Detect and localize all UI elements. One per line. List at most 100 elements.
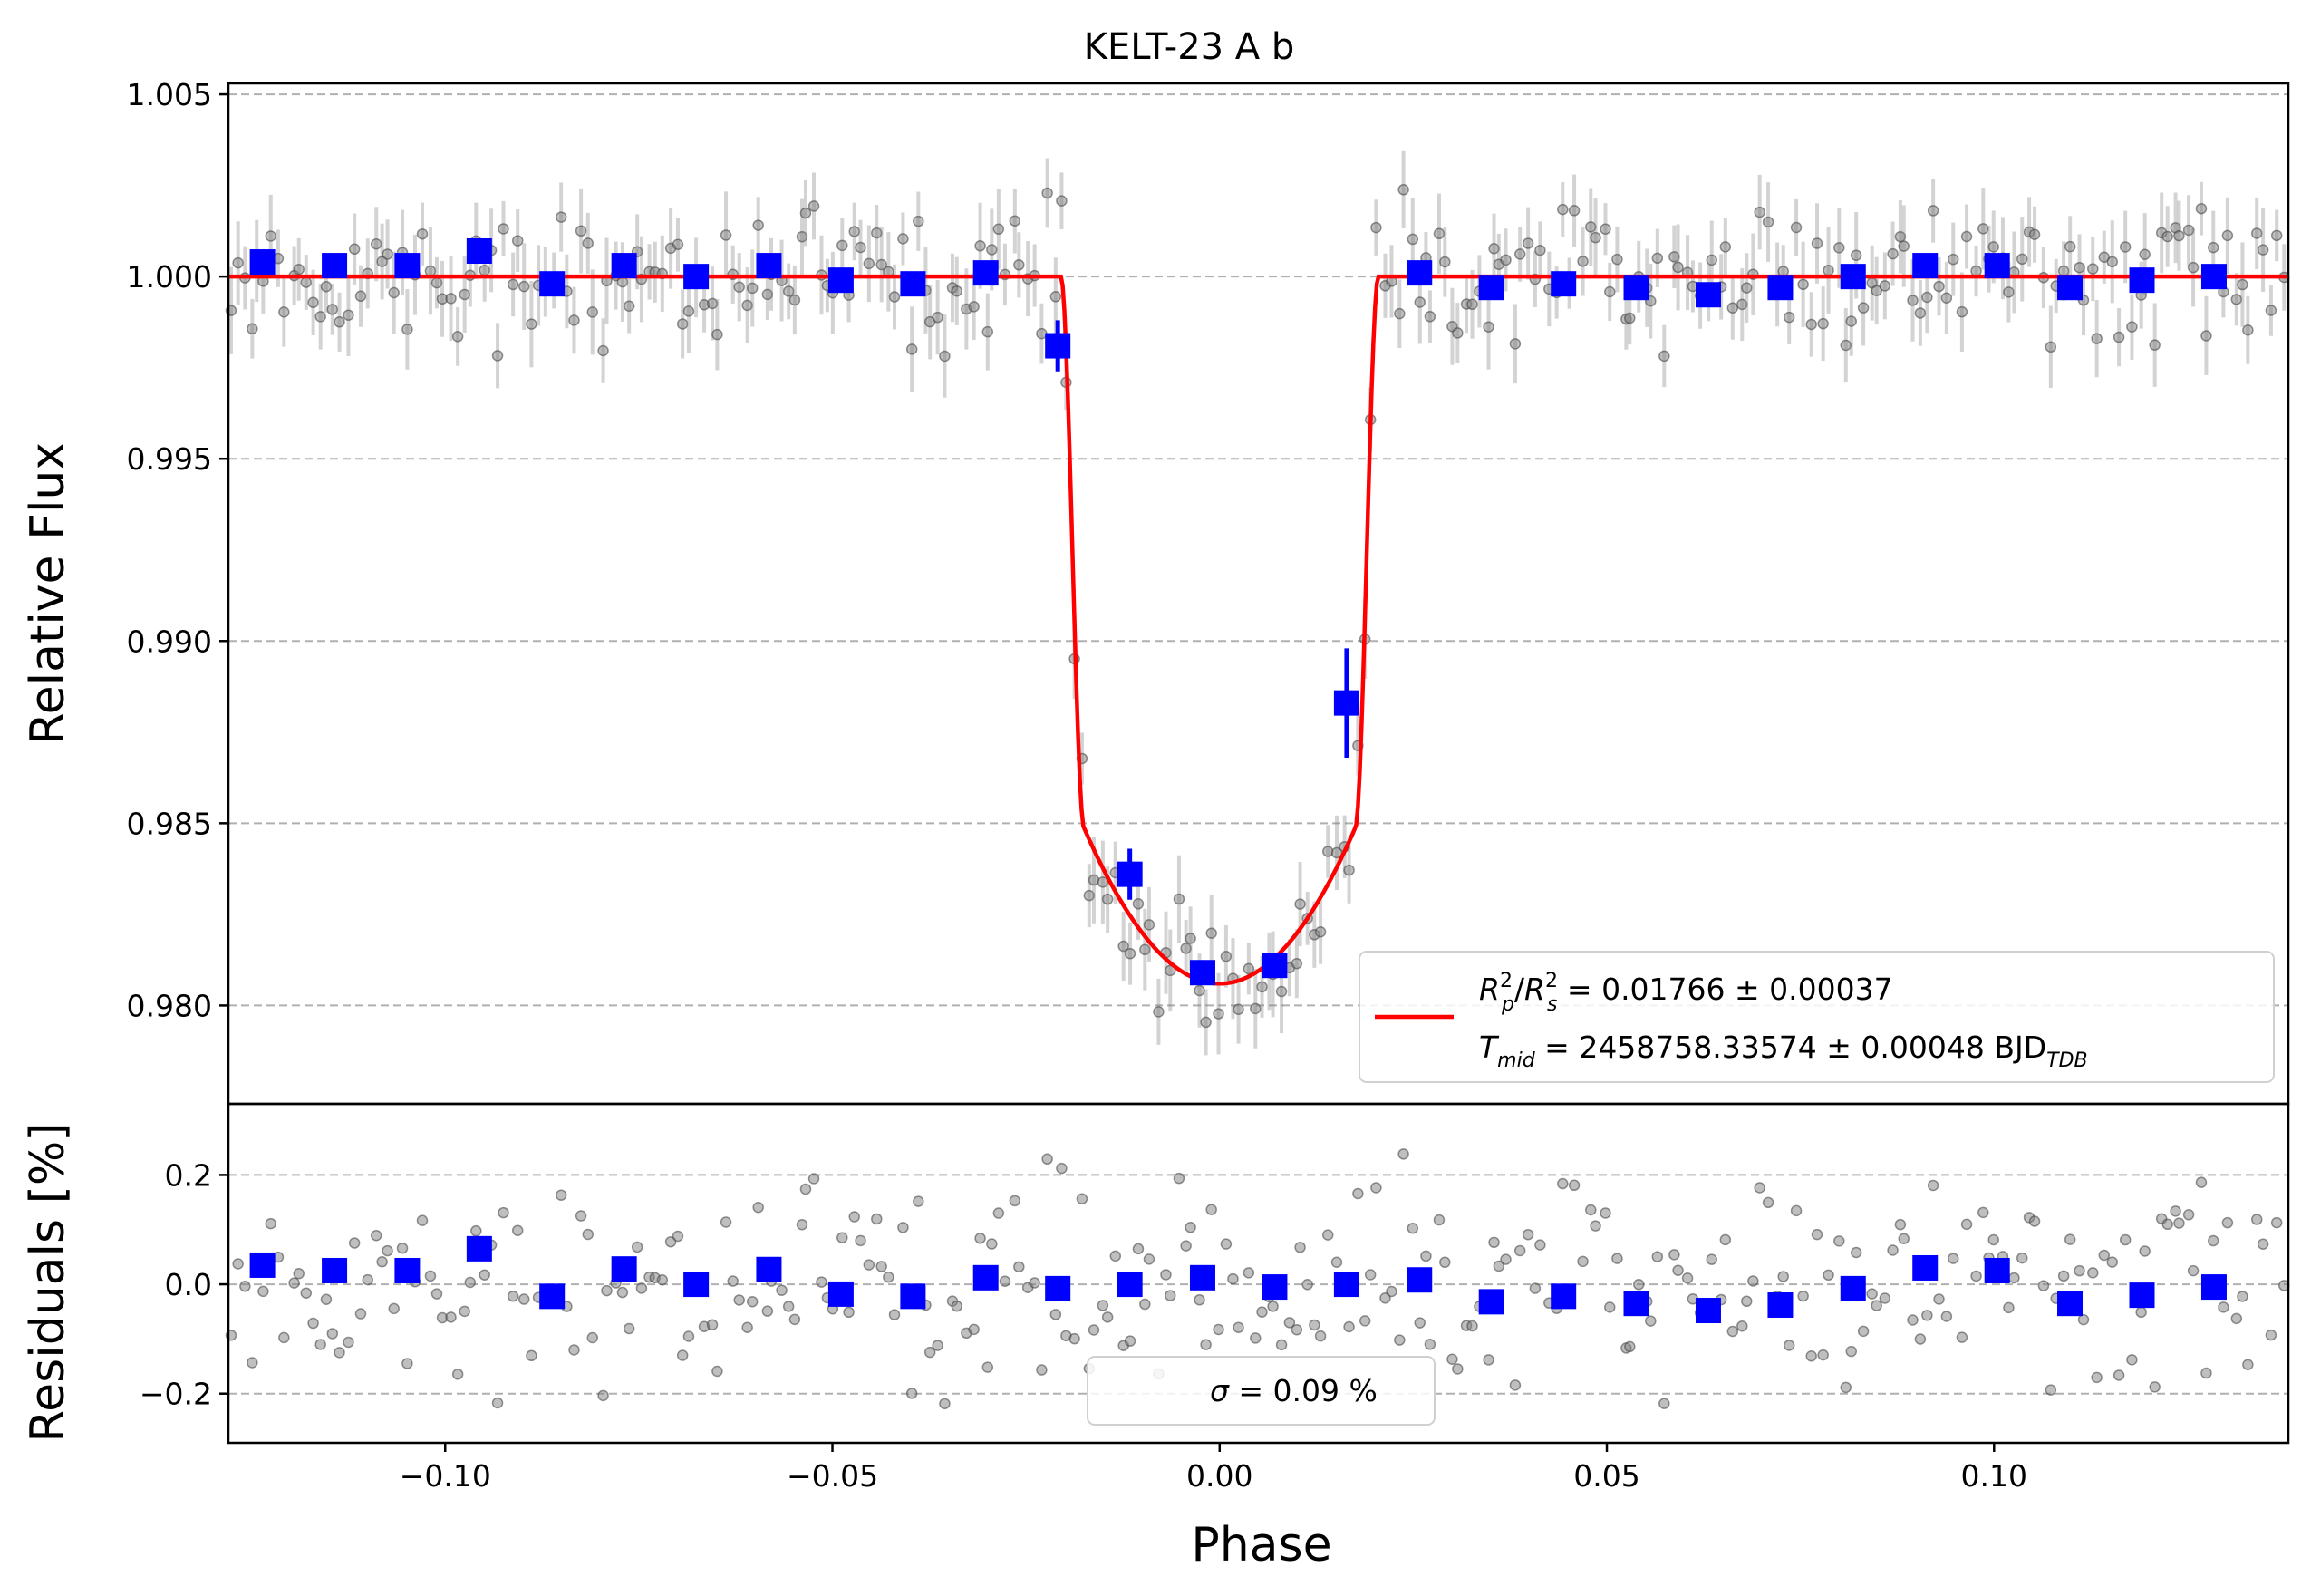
residual-raw-point	[376, 1256, 388, 1268]
binned-residual-point	[827, 1281, 854, 1307]
raw-point	[1466, 298, 1478, 311]
binned-residual-point	[1407, 1267, 1433, 1293]
residual-raw-point	[507, 1290, 519, 1302]
residual-raw-point	[974, 1233, 986, 1244]
residual-raw-point	[1439, 1256, 1451, 1269]
light-curve-binned-points	[249, 237, 2227, 986]
residual-raw-point	[843, 1306, 855, 1319]
binned-residual-point	[1117, 1272, 1143, 1298]
raw-point	[2064, 240, 2076, 253]
residual-raw-point	[635, 1282, 648, 1294]
raw-point	[1153, 1006, 1165, 1018]
binned-residual-point	[249, 1252, 276, 1278]
raw-point	[1797, 278, 1809, 291]
residual-raw-point	[1394, 1334, 1406, 1346]
raw-point	[623, 300, 635, 312]
residual-raw-point	[307, 1317, 319, 1330]
residual-raw-point	[1513, 1244, 1526, 1257]
residual-raw-point	[470, 1224, 482, 1237]
raw-point	[2200, 330, 2212, 342]
residual-raw-point	[401, 1358, 413, 1369]
raw-point	[1585, 221, 1597, 233]
raw-point	[1041, 187, 1053, 199]
residual-raw-point	[382, 1244, 393, 1257]
residual-raw-point	[2182, 1209, 2195, 1221]
residual-raw-point	[1534, 1239, 1546, 1251]
residual-raw-point	[782, 1301, 795, 1312]
binned-residual-point	[972, 1264, 999, 1291]
binned-point	[1767, 275, 1794, 301]
raw-point	[2003, 286, 2015, 298]
binned-residual-point	[1478, 1289, 1504, 1315]
raw-point	[1452, 327, 1464, 339]
residual-raw-point	[2003, 1301, 2015, 1314]
raw-point	[1139, 943, 1151, 956]
residual-raw-point	[1651, 1251, 1664, 1262]
residual-raw-point	[1871, 1300, 1882, 1311]
residual-raw-point	[1850, 1246, 1862, 1259]
residual-raw-point	[2119, 1233, 2132, 1246]
residual-raw-point	[1672, 1264, 1684, 1276]
raw-point	[1483, 321, 1494, 333]
raw-point	[2221, 229, 2234, 242]
residual-raw-point	[720, 1216, 732, 1228]
raw-point	[555, 211, 567, 223]
raw-point	[1370, 221, 1382, 234]
residual-raw-point	[1529, 1282, 1542, 1294]
raw-point	[1343, 864, 1355, 876]
residual-raw-point	[2064, 1233, 2076, 1245]
raw-point	[2087, 263, 2099, 275]
light-curve-legend: R2 p/R2 s = 0.01766 ± 0.00037 Tmid = 24587…	[1359, 951, 2275, 1083]
raw-point	[1101, 893, 1114, 905]
residual-raw-point	[1783, 1340, 1795, 1351]
residual-raw-point	[1624, 1340, 1636, 1353]
residual-raw-point	[951, 1300, 963, 1312]
residual-raw-point	[1256, 1306, 1268, 1318]
residual-raw-point	[1590, 1220, 1601, 1232]
residual-raw-point	[1833, 1235, 1845, 1247]
residual-raw-point	[1898, 1233, 1910, 1244]
binned-point	[322, 253, 348, 279]
residual-raw-point	[923, 1346, 936, 1359]
raw-point	[382, 248, 393, 260]
residual-raw-point	[968, 1323, 980, 1336]
residual-raw-point	[314, 1339, 326, 1350]
residual-raw-point	[1009, 1195, 1021, 1207]
binned-residual-point	[539, 1283, 566, 1310]
residuals-binned-points	[249, 1235, 2227, 1324]
raw-point	[1805, 318, 1817, 331]
raw-point	[1658, 350, 1670, 363]
raw-point	[1097, 876, 1109, 888]
raw-point	[682, 305, 695, 317]
light-curve-y-tick-label: 0.995	[127, 441, 212, 477]
raw-point	[807, 200, 820, 212]
residual-raw-point	[1407, 1222, 1419, 1234]
raw-point	[855, 241, 866, 254]
raw-point	[932, 311, 943, 324]
raw-point	[1433, 227, 1446, 240]
raw-point	[1933, 280, 1945, 293]
residuals-y-tick-label: 0.2	[165, 1157, 212, 1193]
binned-point	[249, 249, 276, 276]
raw-point	[2057, 265, 2070, 277]
residual-raw-point	[445, 1311, 457, 1323]
residual-raw-point	[2218, 1301, 2229, 1313]
binned-point	[972, 260, 999, 286]
residual-raw-point	[986, 1238, 998, 1250]
residual-raw-point	[932, 1340, 943, 1351]
residual-raw-point	[1036, 1364, 1048, 1376]
raw-point	[370, 238, 382, 250]
residuals-legend-box	[1087, 1356, 1436, 1426]
residual-raw-point	[1097, 1300, 1109, 1311]
residual-raw-point	[631, 1241, 643, 1253]
raw-point	[1220, 951, 1233, 962]
residual-raw-point	[1866, 1288, 1878, 1300]
raw-point	[2045, 341, 2057, 353]
residual-raw-point	[1165, 1290, 1176, 1301]
raw-point	[526, 318, 537, 330]
residuals-panel: −0.2 0.0 0.2 −0.10 −0.05 0.00 0.05 0.10 Residu…	[21, 1102, 2290, 1572]
raw-point	[1394, 307, 1406, 320]
residual-raw-point	[1076, 1193, 1088, 1204]
binned-point	[1333, 690, 1359, 716]
residual-raw-point	[1811, 1228, 1823, 1241]
